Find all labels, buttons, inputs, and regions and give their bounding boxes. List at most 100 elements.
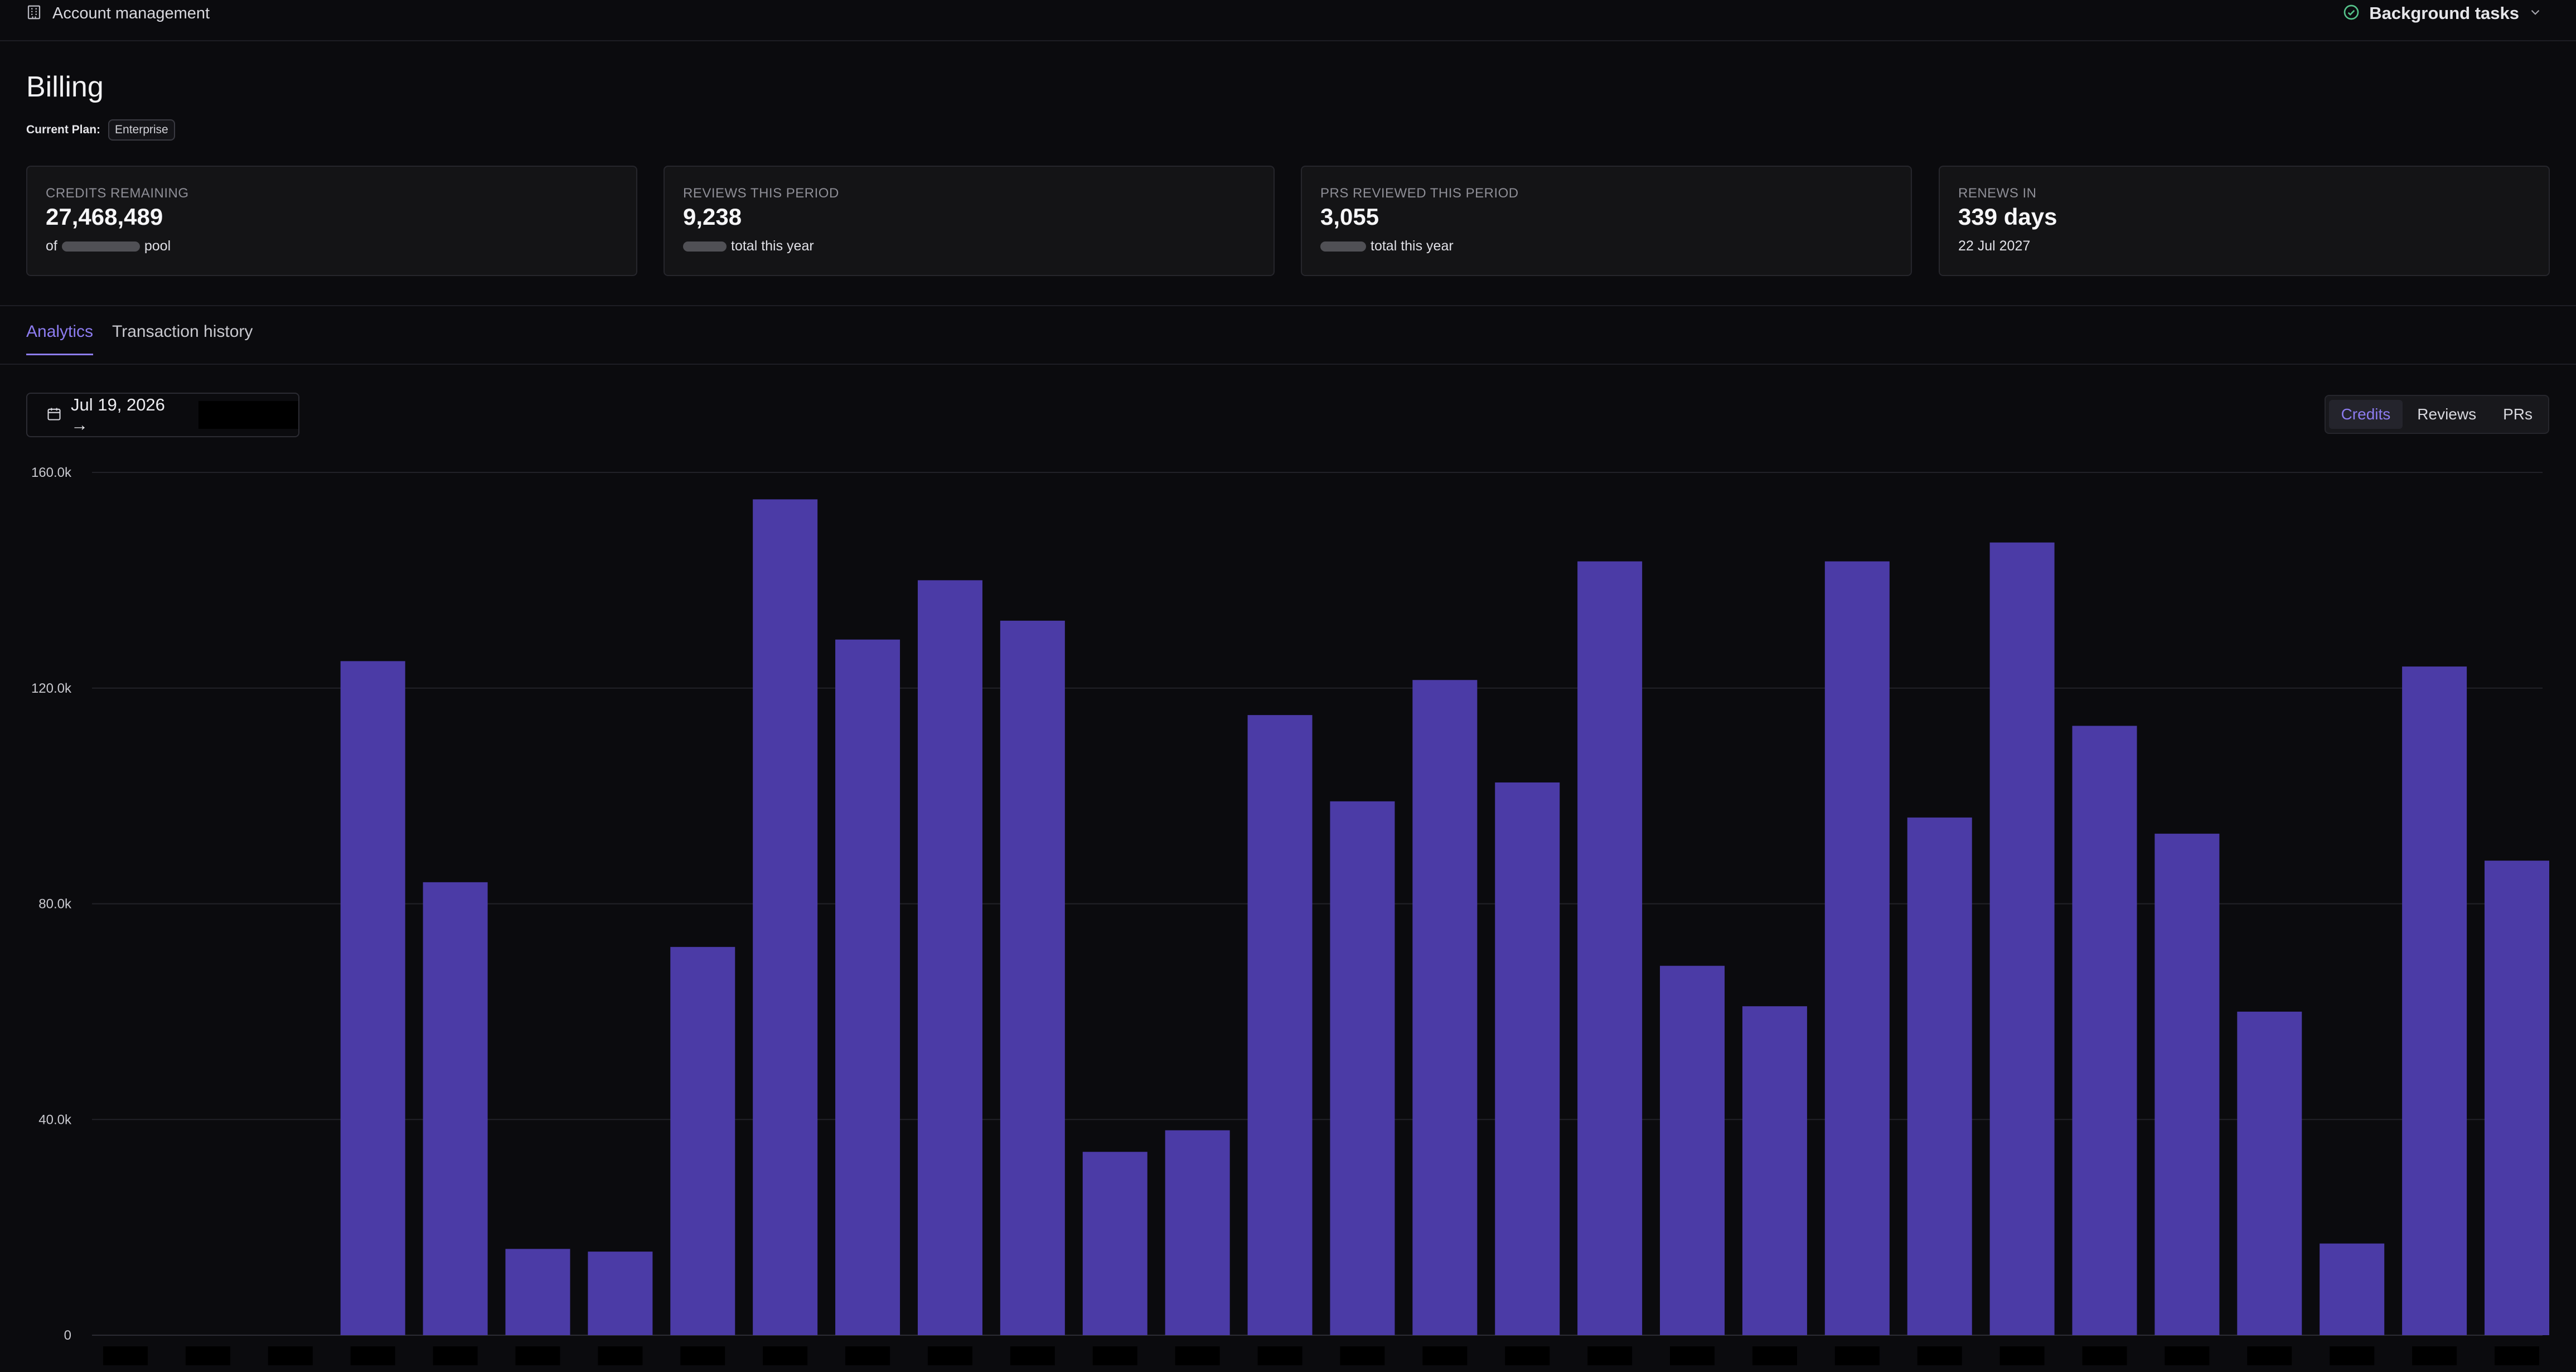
redacted-x-tick-label bbox=[1917, 1346, 1962, 1365]
redacted-value bbox=[61, 241, 140, 252]
redacted-x-tick-label bbox=[763, 1346, 808, 1365]
redacted-x-tick-label bbox=[1752, 1346, 1797, 1365]
credits-bar-chart: 160.0k 120.0k 80.0k 40.0k 0 bbox=[31, 465, 2549, 1365]
redacted-x-tick-label bbox=[1999, 1346, 2045, 1365]
stat-sub: 22 Jul 2027 bbox=[1958, 238, 2030, 254]
redacted-x-tick-label bbox=[2165, 1346, 2210, 1365]
y-tick-label: 120.0k bbox=[31, 681, 72, 696]
divider bbox=[0, 305, 2576, 306]
redacted-x-tick-label bbox=[515, 1346, 560, 1365]
redacted-x-tick-label bbox=[433, 1346, 478, 1365]
date-range-start: Jul 19, 2026 → bbox=[71, 395, 165, 434]
chart-bar[interactable] bbox=[1247, 715, 1313, 1335]
redacted-x-tick-label bbox=[927, 1346, 972, 1365]
breadcrumb[interactable]: Account management bbox=[26, 2, 210, 25]
chart-bar[interactable] bbox=[588, 1252, 653, 1335]
chart-bar[interactable] bbox=[753, 499, 818, 1335]
redacted-x-tick-label bbox=[1092, 1346, 1137, 1365]
redacted-x-tick-label bbox=[350, 1346, 395, 1365]
chart-bar[interactable] bbox=[1412, 680, 1478, 1335]
chart-bar[interactable] bbox=[2485, 861, 2549, 1335]
page-title: Billing bbox=[26, 71, 104, 103]
top-bar: Account management Background tasks bbox=[0, 0, 2576, 41]
chart-bar[interactable] bbox=[1000, 620, 1065, 1335]
chart-bar[interactable] bbox=[2154, 833, 2220, 1335]
chart-bar[interactable] bbox=[1660, 965, 1725, 1335]
chart-bar[interactable] bbox=[670, 946, 735, 1335]
y-tick-label: 80.0k bbox=[38, 897, 72, 912]
stat-sub-prefix: of bbox=[46, 238, 57, 254]
chart-bar[interactable] bbox=[917, 580, 982, 1335]
chart-bar[interactable] bbox=[505, 1249, 570, 1335]
redacted-x-tick-label bbox=[598, 1346, 643, 1365]
redacted-x-tick-label bbox=[1670, 1346, 1715, 1365]
renew-date: 22 Jul 2027 bbox=[1958, 238, 2031, 254]
redacted-x-tick-label bbox=[2247, 1346, 2292, 1365]
chart-bar[interactable] bbox=[1082, 1152, 1147, 1335]
check-circle-icon bbox=[2342, 3, 2360, 24]
tab-transaction-history[interactable]: Transaction history bbox=[112, 322, 253, 341]
stat-value: 3,055 bbox=[1320, 204, 1379, 230]
plan-label: Current Plan: bbox=[26, 123, 101, 136]
chart-bar[interactable] bbox=[1577, 561, 1643, 1335]
redacted-x-tick-label bbox=[845, 1346, 890, 1365]
breadcrumb-label: Account management bbox=[52, 4, 210, 22]
redacted-end-date bbox=[198, 401, 298, 429]
redacted-x-tick-label bbox=[1505, 1346, 1550, 1365]
toggle-credits[interactable]: Credits bbox=[2328, 400, 2403, 429]
y-tick-label: 40.0k bbox=[38, 1112, 72, 1127]
chart-bar[interactable] bbox=[1495, 782, 1560, 1335]
building-icon bbox=[26, 4, 42, 23]
chart-bar[interactable] bbox=[2402, 666, 2467, 1335]
redacted-x-tick-label bbox=[1834, 1346, 1880, 1365]
stat-sub: total this year bbox=[1320, 238, 1454, 254]
chart-bar[interactable] bbox=[1907, 817, 1972, 1335]
stat-card-prs-reviewed: PRS REVIEWED THIS PERIOD 3,055 total thi… bbox=[1301, 166, 1912, 276]
chart-bar[interactable] bbox=[2320, 1243, 2385, 1335]
date-range-picker[interactable]: Jul 19, 2026 → bbox=[26, 393, 299, 437]
tab-bar: Analytics Transaction history bbox=[26, 322, 253, 355]
chart-bar[interactable] bbox=[1330, 801, 1395, 1335]
current-plan: Current Plan: Enterprise bbox=[26, 119, 175, 141]
stat-sub-suffix: total this year bbox=[731, 238, 814, 254]
y-tick-label: 0 bbox=[64, 1328, 71, 1343]
background-tasks-label: Background tasks bbox=[2369, 3, 2519, 23]
redacted-value bbox=[683, 241, 727, 252]
stat-value: 27,468,489 bbox=[46, 204, 163, 230]
chart-bar[interactable] bbox=[1824, 561, 1890, 1335]
metric-toggle: Credits Reviews PRs bbox=[2324, 395, 2549, 434]
redacted-x-tick-label bbox=[268, 1346, 313, 1365]
redacted-x-tick-label bbox=[1175, 1346, 1220, 1365]
tab-analytics[interactable]: Analytics bbox=[26, 322, 94, 355]
stat-label: CREDITS REMAINING bbox=[46, 186, 189, 201]
redacted-x-tick-label bbox=[2412, 1346, 2457, 1365]
redacted-x-tick-label bbox=[680, 1346, 725, 1365]
y-tick-label: 160.0k bbox=[31, 465, 72, 480]
chart-bar[interactable] bbox=[2237, 1011, 2302, 1335]
chart-bar[interactable] bbox=[835, 639, 900, 1335]
redacted-x-tick-label bbox=[1587, 1346, 1633, 1365]
redacted-x-tick-label bbox=[185, 1346, 230, 1365]
background-tasks-button[interactable]: Background tasks bbox=[2342, 2, 2543, 25]
chart-bar[interactable] bbox=[1989, 542, 2055, 1335]
stat-card-reviews: REVIEWS THIS PERIOD 9,238 total this yea… bbox=[664, 166, 1275, 276]
redacted-x-tick-label bbox=[2082, 1346, 2127, 1365]
stat-sub: total this year bbox=[683, 238, 814, 254]
chart-bar[interactable] bbox=[340, 661, 405, 1335]
redacted-x-tick-label bbox=[2495, 1346, 2539, 1365]
stat-label: PRS REVIEWED THIS PERIOD bbox=[1320, 186, 1519, 201]
stat-label: REVIEWS THIS PERIOD bbox=[683, 186, 839, 201]
redacted-value bbox=[1320, 241, 1366, 252]
toggle-prs[interactable]: PRs bbox=[2503, 405, 2533, 423]
stat-label: RENEWS IN bbox=[1958, 186, 2037, 201]
calendar-icon bbox=[46, 406, 62, 424]
stat-sub-suffix: pool bbox=[144, 238, 171, 254]
toggle-reviews[interactable]: Reviews bbox=[2417, 405, 2477, 423]
chart-bar[interactable] bbox=[2072, 726, 2137, 1335]
stat-sub-suffix: total this year bbox=[1371, 238, 1454, 254]
chart-bar[interactable] bbox=[423, 882, 488, 1335]
chart-bar[interactable] bbox=[1742, 1006, 1807, 1335]
stat-value: 339 days bbox=[1958, 204, 2057, 230]
stat-value: 9,238 bbox=[683, 204, 742, 230]
chart-bar[interactable] bbox=[1165, 1130, 1230, 1335]
